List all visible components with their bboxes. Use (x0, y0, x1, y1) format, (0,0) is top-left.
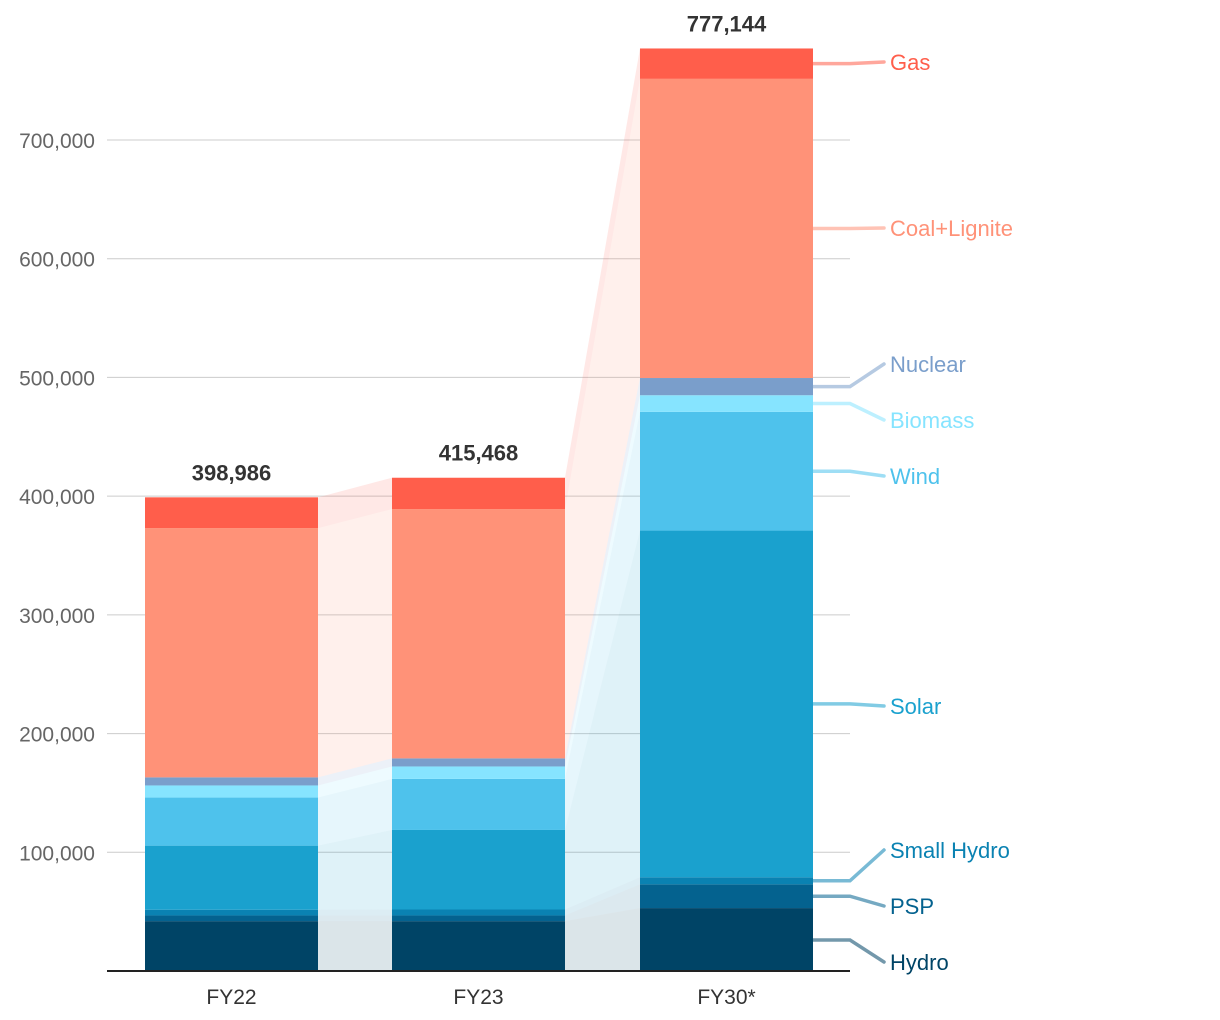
connector-band-gas (565, 48, 640, 510)
bar-segment-small-hydro-fy30 (640, 877, 813, 885)
connector-band-hydro (318, 921, 392, 971)
bar-segment-gas-fy30 (640, 48, 813, 79)
bar-segment-biomass-fy22 (145, 785, 318, 798)
label-layer: FY22 398,986 FY23 415,468 FY30* 777,144 (192, 11, 767, 1009)
bar-segment-small-hydro-fy23 (392, 909, 565, 916)
connector-band-biomass (318, 766, 392, 798)
legend-label-biomass: Biomass (890, 408, 974, 433)
x-category-label: FY23 (453, 986, 503, 1009)
bar-segment-psp-fy23 (392, 915, 565, 922)
legend-label-solar: Solar (890, 694, 941, 719)
connector-band-coal-lignite (565, 78, 640, 759)
bar-segment-biomass-fy23 (392, 766, 565, 779)
legend-label-hydro: Hydro (890, 950, 949, 975)
y-tick-label: 700,000 (19, 130, 95, 153)
bar-segment-wind-fy22 (145, 797, 318, 846)
connector-band-wind (565, 411, 640, 830)
axis-layer: 100,000 200,000 300,000 400,000 500,000 600,0… (19, 130, 850, 972)
legend-leader-psp (811, 894, 886, 908)
bar-segment-hydro-fy23 (392, 921, 565, 971)
legend-leader-nuclear (811, 362, 886, 389)
bar-segment-psp-fy30 (640, 884, 813, 909)
bar-segment-nuclear-fy22 (145, 777, 318, 786)
legend-leader-biomass (811, 401, 886, 422)
legend-leader-hydro (811, 938, 886, 964)
connector-band-solar (565, 530, 640, 910)
legend-label-coal-lignite: Coal+Lignite (890, 216, 1013, 241)
bar-segment-biomass-fy30 (640, 395, 813, 412)
bar-segment-hydro-fy22 (145, 921, 318, 971)
bar-layer (145, 48, 813, 971)
total-value-label: 398,986 (192, 460, 272, 485)
bar-segment-nuclear-fy23 (392, 758, 565, 767)
legend-label-wind: Wind (890, 464, 940, 489)
bar-segment-nuclear-fy30 (640, 378, 813, 396)
y-tick-label: 500,000 (19, 367, 95, 390)
legend-leader-wind (811, 469, 886, 478)
legend-leader-small-hydro (811, 848, 886, 883)
connector-band-biomass (565, 395, 640, 779)
bar-segment-solar-fy22 (145, 845, 318, 910)
legend-layer: Hydro PSP Small Hydro Solar Wind Biomass Nucle… (811, 50, 1013, 975)
y-tick-label: 600,000 (19, 249, 95, 272)
y-tick-label: 200,000 (19, 724, 95, 747)
bar-segment-wind-fy30 (640, 411, 813, 531)
legend-leader-gas (811, 60, 886, 66)
bar-segment-wind-fy23 (392, 778, 565, 830)
legend-label-nuclear: Nuclear (890, 352, 966, 377)
connector-band-gas (318, 477, 392, 529)
bar-segment-coal-lignite-fy22 (145, 528, 318, 778)
connector-band-hydro (565, 908, 640, 971)
connector-layer (318, 48, 640, 971)
bar-segment-gas-fy23 (392, 477, 565, 510)
connector-band-small-hydro (318, 909, 392, 916)
bar-segment-solar-fy30 (640, 530, 813, 878)
bar-segment-psp-fy22 (145, 915, 318, 922)
connector-band-psp (565, 884, 640, 922)
bar-segment-small-hydro-fy22 (145, 909, 318, 916)
connector-band-nuclear (318, 758, 392, 786)
bar-segment-coal-lignite-fy30 (640, 78, 813, 379)
total-value-label: 415,468 (439, 441, 519, 466)
connector-band-small-hydro (565, 877, 640, 916)
x-category-label: FY30* (697, 986, 755, 1009)
bar-segment-solar-fy23 (392, 829, 565, 910)
bar-segment-hydro-fy30 (640, 908, 813, 971)
y-tick-label: 400,000 (19, 486, 95, 509)
legend-label-psp: PSP (890, 894, 934, 919)
connector-band-psp (318, 915, 392, 922)
connector-band-solar (318, 829, 392, 910)
y-tick-label: 100,000 (19, 842, 95, 865)
total-value-label: 777,144 (687, 11, 767, 36)
connector-band-wind (318, 778, 392, 846)
legend-label-small-hydro: Small Hydro (890, 838, 1010, 863)
legend-label-gas: Gas (890, 50, 930, 75)
y-tick-label: 300,000 (19, 605, 95, 628)
bar-segment-gas-fy22 (145, 497, 318, 529)
bar-segment-coal-lignite-fy23 (392, 509, 565, 759)
connector-band-nuclear (565, 378, 640, 767)
connector-band-coal-lignite (318, 509, 392, 778)
legend-leader-solar (811, 702, 886, 708)
x-category-label: FY22 (206, 986, 256, 1009)
